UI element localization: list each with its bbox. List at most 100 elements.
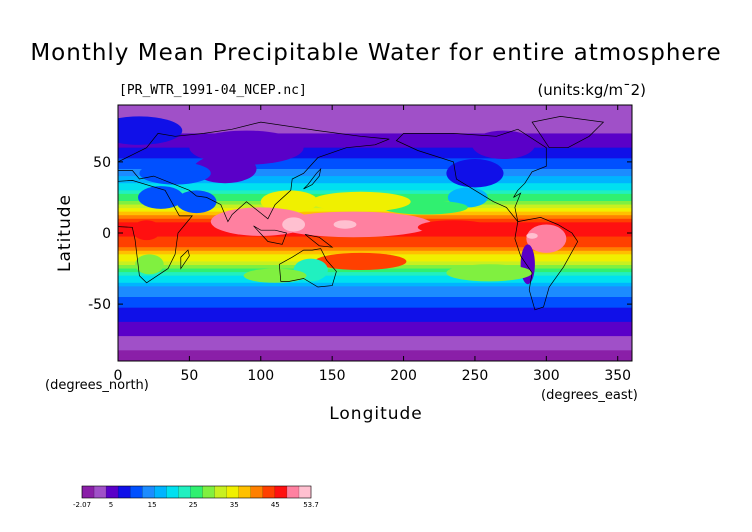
field-anomaly	[446, 159, 504, 188]
field-band	[118, 115, 632, 120]
field-band	[118, 105, 632, 110]
x-tick-label: 0	[114, 368, 123, 384]
field-band	[118, 339, 632, 344]
field-band	[118, 176, 632, 181]
coastline	[304, 234, 334, 248]
field-band	[118, 268, 632, 273]
field-band	[118, 247, 632, 252]
field-band	[118, 140, 632, 145]
field-anomaly	[333, 220, 357, 229]
colorbar-swatch	[142, 486, 155, 498]
colorbar-swatch	[166, 486, 179, 498]
colorbar-swatch	[202, 486, 215, 498]
field-band	[118, 307, 632, 312]
chart-title: Monthly Mean Precipitable Water for enti…	[30, 40, 722, 66]
x-tick-label: 50	[180, 368, 198, 384]
coastline	[514, 217, 579, 311]
colorbar-tick-label: 15	[148, 501, 157, 509]
x-tick-label: 150	[319, 368, 346, 384]
field-band	[118, 112, 632, 117]
coastline	[278, 248, 337, 288]
field-band	[118, 329, 632, 334]
x-tick-label: 300	[533, 368, 560, 384]
field-band	[118, 311, 632, 316]
colorbar-swatch	[106, 486, 119, 498]
colorbar-frame	[81, 485, 312, 499]
y-axis-units: (degrees_north)	[45, 378, 149, 393]
field-band	[118, 343, 632, 348]
field-anomaly	[132, 220, 161, 241]
field-band	[118, 186, 632, 191]
coastline	[395, 128, 547, 222]
x-axis-label: Longitude	[329, 404, 423, 424]
colorbar-ticks: -2.07 5 15 25 35 45 53.7	[73, 501, 319, 509]
colorbar-swatch	[286, 486, 300, 498]
y-tick-label: 50	[93, 155, 111, 171]
colorbar-swatch	[154, 486, 167, 498]
field-band	[118, 314, 632, 319]
field-band	[118, 286, 632, 291]
field-anomaly	[260, 190, 318, 214]
field-anomaly	[446, 264, 533, 282]
y-axis-ticks: 50 0 -50	[88, 155, 632, 313]
colorbar-swatch	[178, 486, 191, 498]
field-band	[118, 108, 632, 113]
colorbar	[81, 485, 312, 499]
units-label: (units:kg/m¯2)	[537, 81, 646, 99]
field-band	[118, 172, 632, 177]
field-anomaly	[472, 130, 535, 160]
field-band	[118, 236, 632, 241]
field-band	[118, 183, 632, 188]
colorbar-tick-label: 45	[271, 501, 280, 509]
field-band	[118, 137, 632, 142]
field-band	[118, 165, 632, 170]
field-band	[118, 318, 632, 323]
colorbar-swatch	[214, 486, 228, 498]
field-band	[118, 122, 632, 127]
field-band	[118, 279, 632, 284]
field-anomaly	[243, 268, 307, 283]
field-band	[118, 240, 632, 245]
field-band	[118, 304, 632, 309]
colorbar-swatch	[190, 486, 203, 498]
coastline	[180, 249, 190, 270]
field-band	[118, 336, 632, 341]
x-axis-ticks: 0 50 100 150 200 250 300 350	[114, 105, 631, 384]
coastline	[253, 225, 287, 245]
field-band	[118, 133, 632, 138]
field-band	[118, 282, 632, 287]
field-band	[118, 250, 632, 255]
field-anomaly	[139, 161, 211, 185]
x-tick-label: 100	[247, 368, 274, 384]
field-band	[118, 158, 632, 163]
colorbar-tick-label: 5	[109, 501, 113, 509]
field-anomaly	[526, 224, 567, 253]
x-tick-label: 350	[604, 368, 631, 384]
colorbar-tick-label: 35	[230, 501, 239, 509]
field-band	[118, 357, 632, 361]
field-band	[118, 119, 632, 124]
field-anomaly	[417, 220, 490, 235]
colorbar-tick-label: 53.7	[303, 501, 319, 509]
coastline	[303, 167, 322, 190]
colorbar-swatch	[262, 486, 276, 498]
colorbar-swatch	[82, 486, 95, 498]
field-anomaly	[526, 233, 538, 239]
field-band	[118, 144, 632, 149]
coastline	[118, 121, 390, 223]
colorbar-swatch	[238, 486, 252, 498]
field-anomaly	[135, 254, 164, 275]
y-axis-label: Latitude	[55, 194, 75, 272]
field-band	[118, 154, 632, 159]
x-tick-label: 250	[462, 368, 489, 384]
field-band	[118, 332, 632, 337]
field-band	[118, 346, 632, 351]
field-anomaly	[118, 116, 183, 145]
colorbar-swatch	[298, 486, 312, 498]
field-anomaly	[520, 244, 535, 285]
field-band	[118, 126, 632, 131]
field-band	[118, 325, 632, 330]
colorbar-swatch	[94, 486, 107, 498]
field-band	[118, 350, 632, 355]
